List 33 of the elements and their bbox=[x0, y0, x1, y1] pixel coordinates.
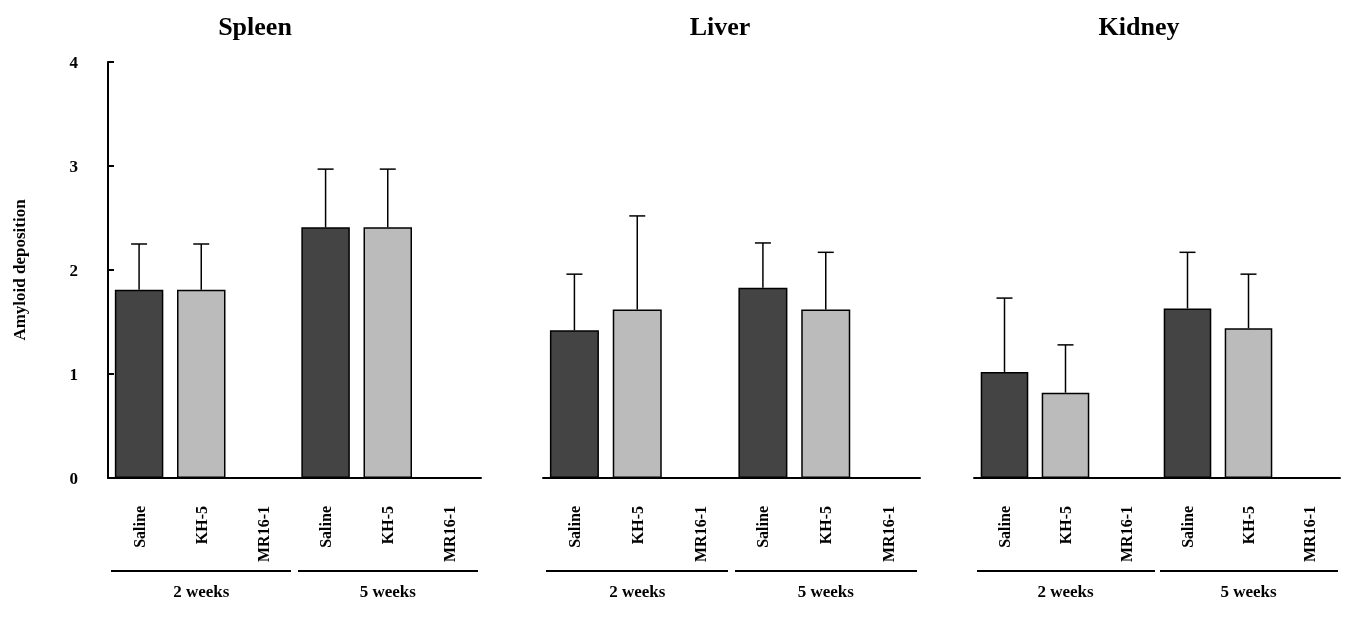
y-tick-label: 2 bbox=[69, 260, 78, 280]
y-tick-label: 1 bbox=[69, 364, 78, 384]
text: 2 weeks bbox=[546, 570, 729, 602]
x-tick-label: Saline bbox=[130, 506, 148, 548]
text: 5 weeks bbox=[734, 570, 917, 602]
x-tick-label: MR16-1 bbox=[880, 506, 898, 562]
x-tick-label: MR16-1 bbox=[1301, 506, 1318, 562]
x-tick-label: KH-5 bbox=[1240, 506, 1257, 545]
x-tick-label: Saline bbox=[565, 506, 583, 548]
x-tick-label: Saline bbox=[754, 506, 772, 548]
text: 2 weeks bbox=[111, 570, 292, 602]
x-tick-label: Saline bbox=[996, 506, 1013, 548]
x-tick-label: KH-5 bbox=[1057, 506, 1074, 545]
x-tick-label: KH-5 bbox=[817, 506, 835, 545]
y-axis-title: Amyloid deposition bbox=[10, 198, 29, 341]
chart-title: Kidney bbox=[1098, 11, 1180, 41]
y-tick-label: 0 bbox=[69, 468, 78, 488]
chart-title: Spleen bbox=[218, 11, 293, 41]
x-tick-label: KH-5 bbox=[379, 506, 397, 545]
x-tick-label: KH-5 bbox=[628, 506, 646, 545]
x-tick-label: KH-5 bbox=[192, 506, 210, 545]
x-tick-label: MR16-1 bbox=[691, 506, 709, 562]
chart-title: Liver bbox=[689, 11, 751, 41]
x-tick-label: Saline bbox=[1179, 506, 1196, 548]
text: 2 weeks bbox=[976, 570, 1155, 602]
text: 5 weeks bbox=[297, 570, 478, 602]
y-tick-label: 3 bbox=[69, 156, 78, 176]
text: 5 weeks bbox=[1159, 570, 1338, 602]
x-tick-label: MR16-1 bbox=[254, 506, 272, 562]
x-tick-label: MR16-1 bbox=[1118, 506, 1135, 562]
y-tick-label: 4 bbox=[69, 52, 79, 72]
x-tick-label: Saline bbox=[317, 506, 335, 548]
x-tick-label: MR16-1 bbox=[441, 506, 459, 562]
